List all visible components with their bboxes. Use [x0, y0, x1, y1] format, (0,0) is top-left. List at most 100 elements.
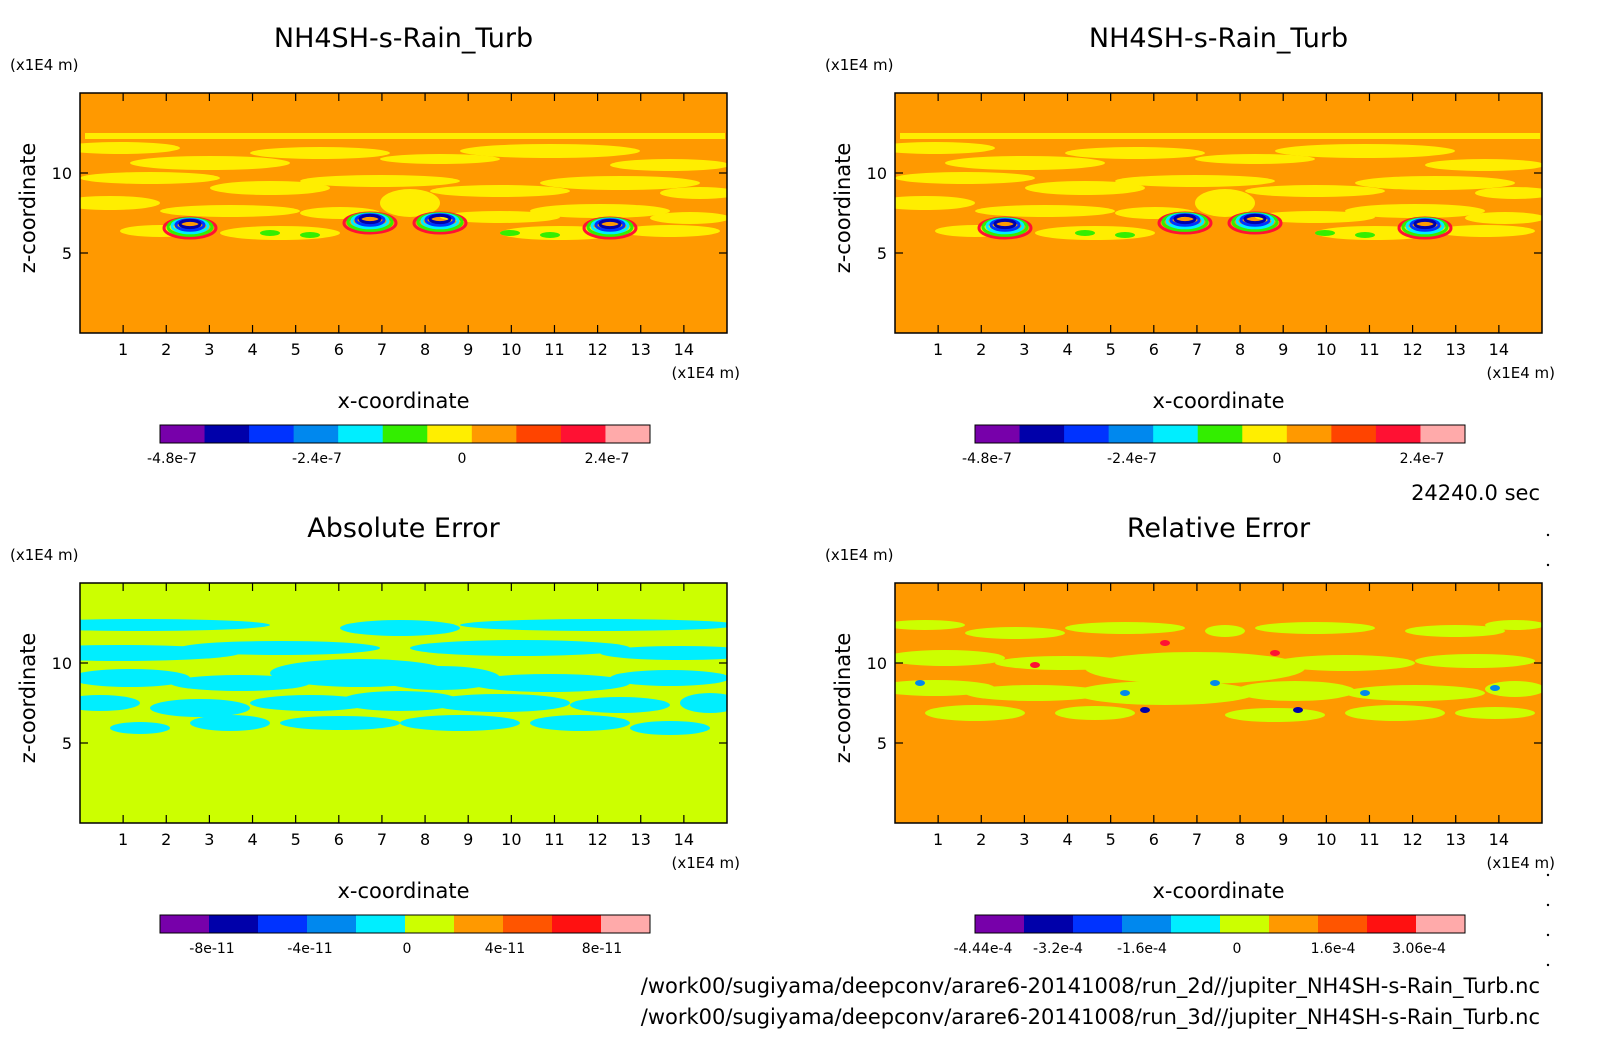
margin-dot: [1546, 563, 1550, 567]
x-unit-label: (x1E4 m): [1486, 854, 1555, 872]
x-unit-label: (x1E4 m): [671, 854, 740, 872]
vortex-ring: [1413, 218, 1437, 230]
colorbar-swatch: [1064, 425, 1110, 443]
field-feature: [1210, 680, 1220, 686]
x-unit-label: (x1E4 m): [671, 364, 740, 382]
field-feature: [1355, 176, 1515, 190]
field-feature: [1085, 652, 1305, 684]
field-feature: [1275, 144, 1455, 158]
field-feature: [500, 230, 520, 236]
field-feature: [1275, 655, 1415, 671]
x-tick-label: 5: [1106, 830, 1116, 849]
x-tick-label: 6: [334, 830, 344, 849]
y-tick-label: 5: [62, 734, 72, 753]
x-tick-label: 7: [377, 830, 387, 849]
x-tick-label: 7: [1192, 830, 1202, 849]
colorbar-swatch: [338, 425, 384, 443]
x-axis-label: x-coordinate: [337, 389, 469, 413]
colorbar-swatch: [1367, 915, 1417, 933]
vortex-ring: [178, 218, 202, 230]
field-feature: [1245, 185, 1385, 197]
field-feature: [80, 142, 180, 154]
field-feature: [1270, 650, 1280, 656]
colorbar-tick-label: 0: [1233, 941, 1242, 957]
field-feature: [1205, 625, 1245, 637]
x-unit-label: (x1E4 m): [1486, 364, 1555, 382]
field-feature: [530, 715, 630, 731]
field-feature: [380, 189, 440, 217]
field-feature: [1293, 707, 1303, 713]
vortex-ring: [428, 213, 452, 225]
vortex-ring: [993, 218, 1017, 230]
vortex-ring: [1173, 213, 1197, 225]
colorbar-swatch: [356, 915, 406, 933]
x-tick-label: 13: [631, 830, 651, 849]
field-feature: [965, 685, 1105, 701]
colorbar-tick-label: 0: [458, 451, 467, 467]
colorbar-swatch: [382, 425, 428, 443]
colorbar-swatch: [454, 915, 504, 933]
field-feature: [80, 695, 140, 711]
y-tick-label: 5: [62, 244, 72, 263]
field-feature: [460, 144, 640, 158]
colorbar-frame: [159, 424, 651, 444]
field-feature: [410, 640, 630, 656]
colorbar-tick-label: 1.6e-4: [1311, 941, 1356, 957]
x-tick-label: 12: [1402, 340, 1422, 359]
x-tick-label: 1: [933, 340, 943, 359]
colorbar-tick-label: -4.8e-7: [962, 451, 1012, 467]
colorbar-swatch: [975, 425, 1021, 443]
x-tick-label: 4: [247, 340, 257, 359]
colorbar-swatch: [1286, 425, 1332, 443]
field-feature: [895, 172, 1035, 184]
colorbar-swatch: [160, 915, 210, 933]
colorbar-swatch: [405, 915, 455, 933]
x-tick-label: 5: [291, 830, 301, 849]
field-feature: [260, 230, 280, 236]
field-feature: [895, 196, 975, 210]
margin-dot: [1546, 873, 1550, 877]
x-tick-label: 11: [1359, 340, 1379, 359]
field-feature: [250, 695, 370, 711]
field-feature: [600, 646, 727, 660]
field-feature: [660, 187, 727, 199]
x-tick-label: 4: [1062, 340, 1072, 359]
y-tick-label: 5: [877, 734, 887, 753]
x-tick-label: 10: [501, 830, 521, 849]
y-unit-label: (x1E4 m): [10, 546, 79, 564]
colorbar-swatch: [307, 915, 357, 933]
field-feature: [430, 185, 570, 197]
field-feature: [380, 666, 500, 690]
field-feature: [1255, 211, 1375, 223]
field-feature: [1465, 212, 1542, 224]
colorbar-swatch: [1024, 915, 1074, 933]
field-feature: [1485, 620, 1542, 630]
field-feature: [280, 716, 400, 730]
x-tick-label: 7: [377, 340, 387, 359]
x-tick-label: 2: [976, 830, 986, 849]
field-feature: [130, 156, 290, 170]
colorbar-tick-label: 0: [1273, 451, 1282, 467]
field-feature: [1195, 189, 1255, 217]
y-unit-label: (x1E4 m): [825, 546, 894, 564]
colorbar-tick-label: -1.6e-4: [1117, 941, 1167, 957]
x-tick-label: 14: [1489, 830, 1509, 849]
y-axis-label: z-coordinate: [831, 143, 855, 274]
x-tick-label: 1: [118, 830, 128, 849]
field-layer: [80, 133, 727, 240]
colorbar-swatch: [427, 425, 473, 443]
field-feature: [1455, 707, 1535, 719]
plot-frame: [894, 582, 1543, 824]
x-tick-label: 2: [161, 830, 171, 849]
field-feature: [1115, 232, 1135, 238]
x-tick-label: 13: [1446, 830, 1466, 849]
margin-dot: [1546, 903, 1550, 907]
x-tick-label: 4: [247, 830, 257, 849]
colorbar-swatch: [209, 915, 259, 933]
field-feature: [1360, 690, 1370, 696]
x-tick-label: 11: [1359, 830, 1379, 849]
field-feature: [620, 225, 720, 237]
field-feature: [110, 722, 170, 734]
field-feature: [1065, 147, 1205, 159]
